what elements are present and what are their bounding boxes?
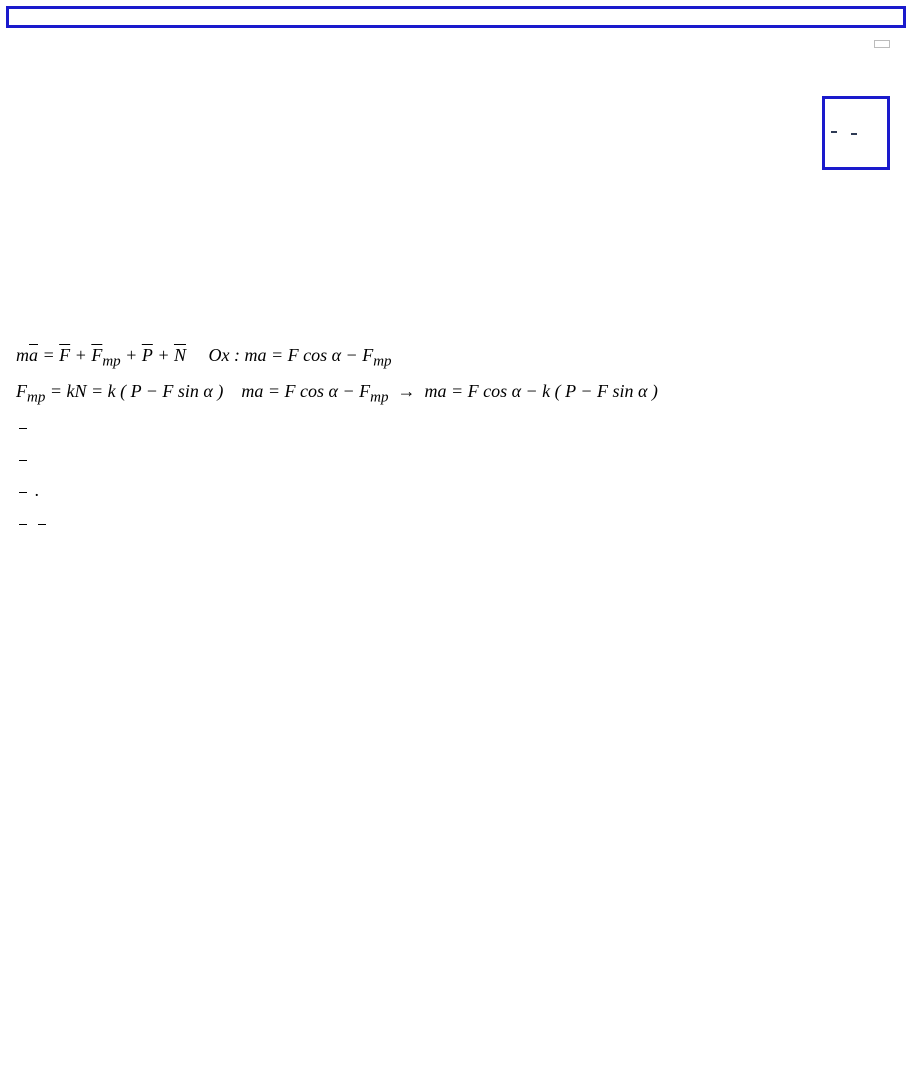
paragraph-5: . [16, 477, 896, 505]
force-fraction [19, 492, 27, 493]
force-num [19, 492, 27, 493]
paragraph-2: Fтр = kN = k ( P − F sin α ) ma = F cos … [16, 378, 896, 410]
answer-accel-fraction [19, 524, 27, 525]
watermark [874, 40, 890, 48]
newton-eq: ma = F + Fтр + P + N [16, 345, 186, 365]
period: . [35, 480, 40, 500]
logo [822, 96, 890, 170]
answer-force-fraction [38, 524, 46, 525]
logo-tor [857, 133, 861, 135]
accel-num [19, 428, 27, 429]
problem-box [6, 6, 906, 28]
logo-include [831, 131, 837, 133]
eq-sub: ma = F cos α − Fтр → ma = F cos α − k ( … [241, 381, 658, 401]
ox-projection: Ox : ma = F cos α − Fтр [208, 345, 391, 365]
diagram-container [0, 34, 900, 334]
force-diagram [0, 34, 900, 334]
uniform-fraction [19, 460, 27, 461]
accel-fraction [19, 428, 27, 429]
solution: ma = F + Fтр + P + N Ox : ma = F cos α −… [0, 334, 912, 553]
eq-Ftp: Fтр = kN = k ( P − F sin α ) [16, 381, 223, 401]
uniform-condition [16, 446, 896, 474]
answer-accel-num [19, 524, 27, 525]
acceleration-line [16, 414, 896, 442]
answer-force-num [38, 524, 46, 525]
paragraph-1: ma = F + Fтр + P + N Ox : ma = F cos α −… [16, 342, 896, 374]
answer-line [16, 509, 896, 537]
logo-mentor [851, 133, 861, 135]
uniform-num [19, 460, 27, 461]
